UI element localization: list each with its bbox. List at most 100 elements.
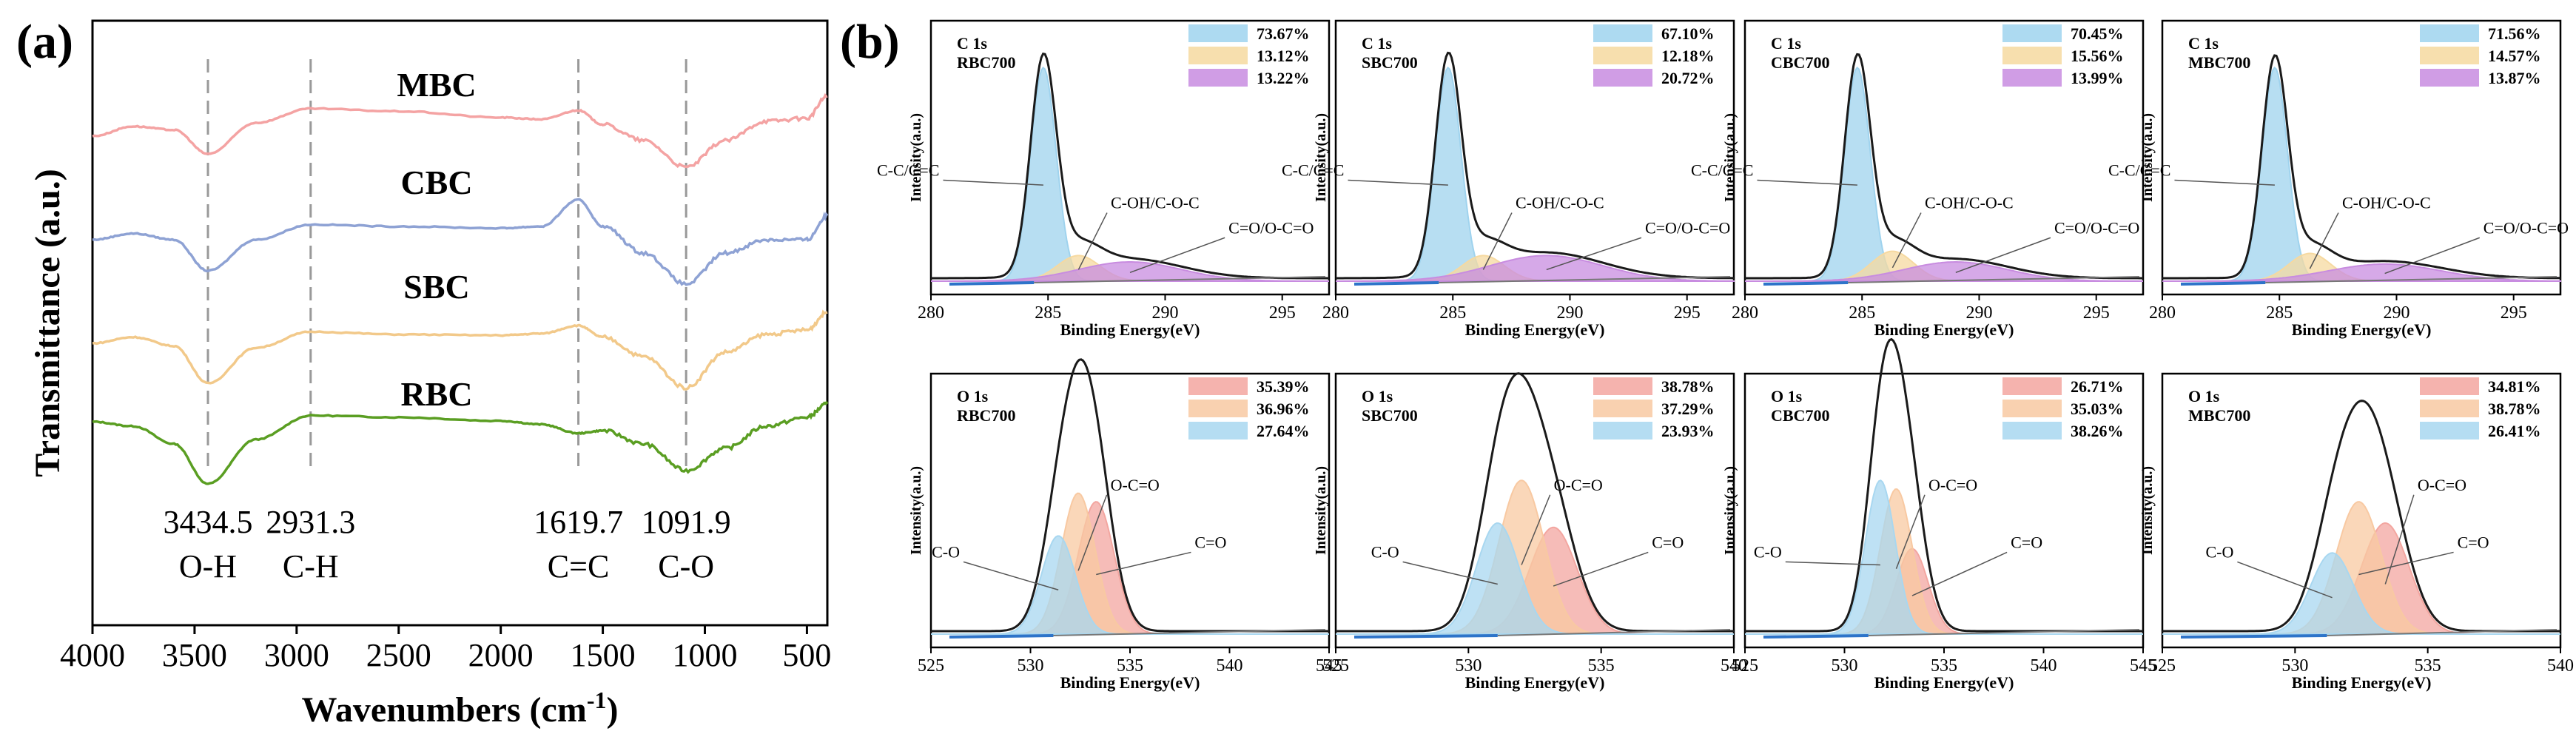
label-leader — [1785, 561, 1880, 566]
subplot-sample: SBC700 — [1362, 406, 1418, 425]
x-tick-label: 285 — [1849, 303, 1875, 323]
background-line — [1353, 634, 1498, 639]
peak-value-label: 3434.5 — [163, 504, 252, 540]
y-axis-label: Intensity(a.u.) — [1313, 113, 1329, 202]
peak-group-label: C-O — [658, 548, 714, 585]
component-label: C=O — [2458, 533, 2489, 551]
series-label-rbc: RBC — [400, 375, 472, 413]
subplot-title: C 1s — [1362, 34, 1392, 53]
component-label: C-OH/C-O-C — [1925, 194, 2014, 212]
label-leader — [2384, 494, 2415, 585]
ftir-panel: 3434.5 O-H 2931.3 C-H 1619.7 C=C 1091.9 C-O 4000… — [28, 19, 831, 730]
legend-value: 13.99% — [2071, 69, 2124, 87]
x-tick-label: 295 — [1269, 303, 1296, 323]
x-tick-label: 290 — [1965, 303, 1992, 323]
subplot-sample: RBC700 — [957, 53, 1015, 72]
ftir-series-line-cbc — [92, 198, 829, 286]
x-tick-label: 285 — [1439, 303, 1466, 323]
legend-value: 13.87% — [2488, 69, 2541, 87]
x-tick-label: 530 — [2281, 656, 2308, 676]
x-tick-label: 525 — [918, 656, 944, 676]
fitted-envelope — [2162, 54, 2560, 280]
label-leader — [2237, 561, 2333, 599]
component-label: O-C=O — [1554, 476, 1603, 494]
label-leader — [1895, 494, 1926, 569]
x-tick-label: 3000 — [264, 637, 329, 673]
label-leader — [1546, 237, 1642, 271]
ftir-series-line-sbc — [92, 309, 828, 391]
legend-value: 73.67% — [1257, 24, 1310, 43]
x-tick-label: 280 — [918, 303, 944, 323]
component-label: C-O — [1754, 542, 1782, 561]
component-label: C-OH/C-O-C — [1111, 194, 1200, 212]
legend-swatch — [2002, 422, 2062, 440]
ftir-series-line-mbc — [92, 92, 828, 169]
subplot-frame — [929, 19, 1331, 296]
x-tick-label: 285 — [2266, 303, 2293, 323]
series-label-sbc: SBC — [403, 268, 469, 306]
legend-value: 13.22% — [1257, 69, 1310, 87]
legend-swatch — [1188, 47, 1248, 64]
label-leader — [1891, 212, 1922, 269]
legend-swatch — [1593, 400, 1652, 417]
series-label-mbc: MBC — [397, 66, 476, 104]
background-tail — [1034, 276, 1326, 283]
label-leader — [1521, 494, 1551, 565]
x-tick-label: 2500 — [366, 637, 431, 673]
x-tick-label: 535 — [1931, 656, 1957, 676]
background-tail — [1848, 276, 2140, 283]
label-leader — [1757, 179, 1857, 186]
legend-value: 34.81% — [2488, 377, 2541, 396]
background-tail — [1497, 629, 1731, 636]
subplot-sample: RBC700 — [957, 406, 1015, 425]
subplot-title: O 1s — [957, 387, 989, 405]
fitted-envelope — [1745, 53, 2143, 280]
x-tick-label: 280 — [1322, 303, 1349, 323]
subplot-frame — [929, 372, 1331, 649]
x-tick-label: 2000 — [468, 637, 534, 673]
background-tail — [1439, 276, 1731, 283]
component-label: C=O/O-C=O — [2054, 218, 2139, 237]
subplot-frame — [1743, 372, 2145, 649]
background-line — [2180, 281, 2266, 286]
x-tick-label: 1000 — [673, 637, 738, 673]
legend-swatch — [1593, 422, 1652, 440]
series-label-cbc: CBC — [400, 164, 472, 201]
legend-value: 36.96% — [1257, 400, 1310, 418]
legend-value: 26.71% — [2071, 377, 2124, 396]
legend-swatch — [2002, 377, 2062, 395]
component-label: C=O — [2011, 533, 2042, 551]
x-tick-label: 540 — [1721, 656, 1747, 676]
subplot-frame — [1743, 19, 2145, 296]
component-label: C-O — [2206, 542, 2234, 561]
x-axis-label: Wavenumbers (cm-1) — [302, 687, 619, 730]
label-leader — [1077, 494, 1108, 571]
component-label: O-C=O — [1111, 476, 1160, 494]
background-line — [1763, 634, 1869, 639]
component-label: C-O — [1371, 542, 1399, 561]
component-label: C-C/C=C — [877, 161, 940, 180]
x-tick-label: 545 — [1316, 656, 1342, 676]
component-label: C=O — [1652, 533, 1684, 551]
x-tick-label: 525 — [1322, 656, 1349, 676]
subplot-title: C 1s — [1771, 34, 1801, 53]
label-leader — [2174, 179, 2275, 186]
label-leader — [2309, 212, 2339, 269]
ftir-series-line-rbc — [92, 400, 829, 485]
y-axis-label: Intensity(a.u.) — [908, 466, 924, 555]
legend-swatch — [1593, 47, 1652, 64]
component-label: C=O/O-C=O — [1228, 218, 1314, 237]
component-label: C-OH/C-O-C — [2342, 194, 2431, 212]
y-axis-label: Intensity(a.u.) — [1722, 113, 1738, 202]
background-line — [2180, 634, 2327, 639]
x-tick-label: 280 — [2149, 303, 2176, 323]
x-axis-label: Binding Energy(eV) — [1060, 320, 1200, 339]
legend-swatch — [1188, 400, 1248, 417]
peak-value-label: 1619.7 — [534, 504, 623, 540]
label-leader — [1129, 237, 1225, 274]
y-axis-label: Transmittance (a.u.) — [28, 169, 67, 476]
peak-component — [2162, 552, 2560, 635]
peak-value-label: 1091.9 — [642, 504, 731, 540]
